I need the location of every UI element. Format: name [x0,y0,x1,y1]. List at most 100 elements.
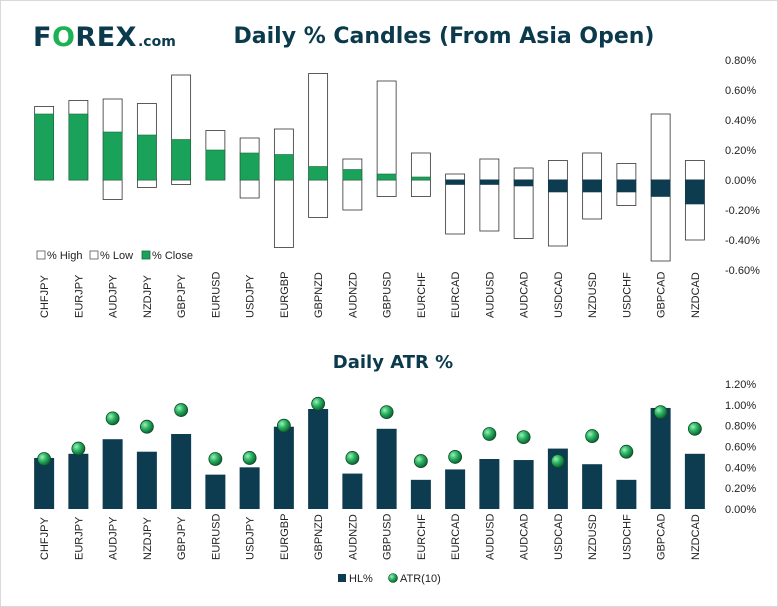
close-bar [685,179,705,205]
y-tick-label: 0.80% [725,55,756,67]
x-category-label: EURJPY [73,274,85,318]
x-category-label: AUDJPY [108,516,120,560]
high-bar [376,80,397,181]
x-category-label: USDCAD [553,513,565,560]
close-bar [616,179,637,193]
x-category-label: GBPCAD [656,513,668,560]
atr-point [550,454,565,468]
high-bar [650,113,671,181]
hl-bar [616,479,637,509]
atr-chart: 1.20% 1.00% 0.80% 0.60% 0.40% 0.20% 0.00% CHFJP… [34,379,756,585]
x-category-label: NZDJPY [142,517,154,560]
legend-label: % Low [100,250,133,262]
x-category-label: CHFJPY [39,517,51,560]
high-bar [308,73,329,181]
high-bar [547,160,568,181]
x-category-label: GBPUSD [382,513,394,560]
high-bar [684,160,705,181]
close-bar [548,179,568,193]
x-category-label: AUDCAD [519,271,531,318]
x-category-label: EURCHF [416,514,428,560]
hl-bar [445,469,466,509]
atr-point [71,441,86,456]
x-category-label: EURGBP [279,514,291,560]
legend-swatch [89,250,99,260]
atr-point [345,451,360,465]
atr-point [139,419,154,434]
high-bar [410,152,431,181]
close-bar [239,152,260,181]
hl-bar [684,453,705,509]
low-bar [273,179,294,248]
legend-swatch [36,250,46,260]
x-category-label: EURCAD [450,271,462,318]
x-category-label: AUDJPY [108,274,120,318]
close-bar [308,166,328,181]
legend-swatch [338,574,346,582]
y-tick-label: 0.80% [725,421,756,433]
hl-bar [273,426,294,509]
atr-point [311,396,326,411]
x-category-label: AUDUSD [484,513,496,560]
atr-point [379,405,394,420]
y-tick-label: -0.40% [725,235,760,247]
x-category-label: GBPCAD [656,271,668,318]
x-category-label: EURCAD [450,513,462,560]
close-bar [102,131,123,181]
x-category-label: NZDUSD [587,272,599,318]
x-category-label: AUDUSD [484,271,496,318]
atr-point [516,430,531,445]
y-tick-label: -0.60% [725,265,760,277]
y-tick-label: 0.40% [725,115,756,127]
y-tick-label: 1.20% [725,379,756,391]
x-category-label: EURGBP [279,272,291,318]
atr-point [105,411,120,426]
y-tick-label: 0.60% [725,442,756,454]
x-category-label: AUDCAD [519,513,531,560]
x-category-label: USDCHF [621,272,633,318]
close-bar [445,179,465,185]
atr-point [448,450,463,464]
hl-bar [34,457,55,509]
y-tick-label: 0.20% [725,483,756,495]
close-bar [582,179,602,193]
atr-point [687,421,702,436]
x-category-label: GBPUSD [382,271,394,318]
y-tick-label: 1.00% [725,400,756,412]
y-tick-label: -0.20% [725,205,760,217]
x-category-label: NZDJPY [142,275,154,318]
legend-label: % Close [152,250,193,262]
candles-chart: 0.80% 0.60% 0.40% 0.20% 0.00% -0.20% -0.40% -0.… [34,55,760,318]
hl-bar [650,407,671,509]
x-category-label: NZDCAD [690,272,702,318]
x-category-label: USDJPY [245,516,257,560]
x-category-label: GBPNZD [313,272,325,318]
x-category-label: NZDCAD [690,514,702,560]
close-bar [479,179,500,185]
atr-point [619,444,634,459]
hl-bar [171,434,192,509]
hl-bar [376,428,397,509]
low-bar [171,179,192,185]
atr-point [276,418,291,433]
atr-point [653,405,668,420]
hl-bar [102,439,123,509]
high-bar [582,152,603,181]
atr-point [482,427,497,441]
close-bar [376,173,397,181]
close-bar [34,113,54,181]
x-category-label: USDCHF [621,514,633,560]
atr-point [242,451,257,465]
low-bar [102,179,123,200]
atr-point [208,452,223,466]
y-tick-label: 0.00% [725,175,756,187]
legend-swatch [141,250,151,260]
candles-chart-title: Daily % Candles (From Asia Open) [234,24,655,49]
hl-bar [205,474,226,509]
atr-chart-title: Daily ATR % [333,352,453,373]
atr-point [37,452,52,466]
x-category-label: EURUSD [210,271,222,318]
close-bar [171,139,191,181]
hl-bar [136,451,157,509]
